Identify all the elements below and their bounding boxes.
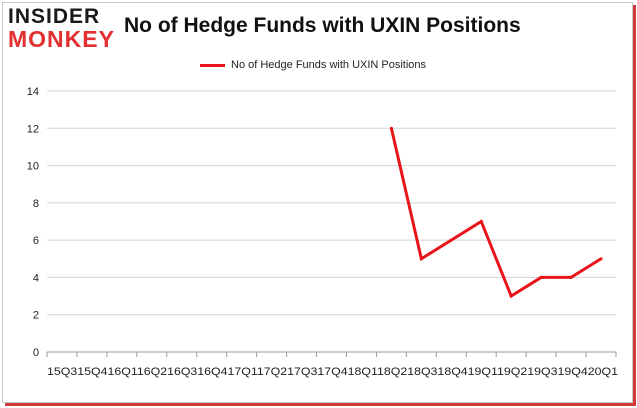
insider-monkey-logo: INSIDER MONKEY [8,6,114,52]
y-tick-label: 4 [33,272,39,284]
x-tick-labels: 15Q315Q416Q116Q216Q316Q417Q117Q217Q317Q4… [47,366,618,378]
logo-text-insider: INSIDER [8,5,101,28]
data-point [599,257,603,261]
data-point [419,257,423,261]
y-tick-label: 6 [33,235,39,247]
chart-legend: No of Hedge Funds with UXIN Positions [200,57,426,73]
data-point [449,238,453,242]
data-point [509,294,513,298]
legend-swatch [200,63,225,67]
y-tick-label: 2 [33,310,39,322]
y-tick-label: 10 [27,161,39,173]
y-tick-label: 12 [27,123,39,135]
y-tick-label: 8 [33,198,39,210]
data-point [389,126,393,130]
chart-title: No of Hedge Funds with UXIN Positions [124,14,521,37]
legend-label: No of Hedge Funds with UXIN Positions [231,59,427,71]
y-tick-label: 0 [33,347,39,359]
y-tick-label: 14 [27,86,39,98]
data-point [479,220,483,223]
data-point [539,275,543,279]
series-line-0 [389,127,602,299]
data-point [569,275,573,279]
logo-text-monkey: MONKEY [8,26,115,52]
